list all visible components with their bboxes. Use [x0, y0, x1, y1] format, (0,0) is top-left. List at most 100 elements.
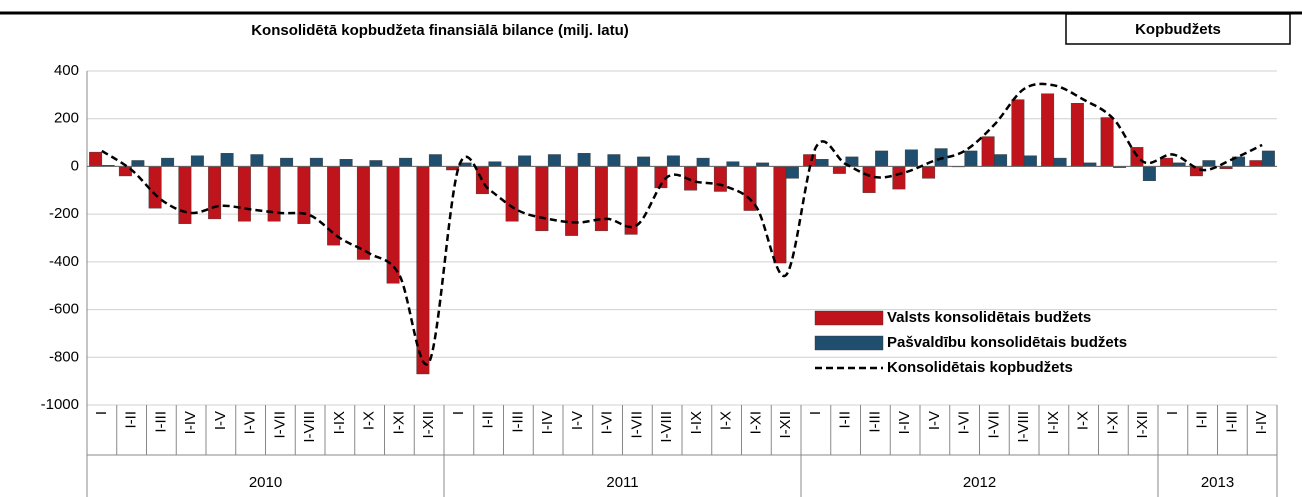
- bar: [1041, 93, 1055, 167]
- y-tick-label: -600: [49, 301, 79, 318]
- bar: [475, 166, 489, 195]
- x-tick-label: I-VIII: [301, 411, 318, 443]
- bar: [773, 166, 787, 264]
- year-label: 2010: [249, 474, 282, 491]
- x-tick-label: I-VII: [271, 411, 288, 439]
- bar: [743, 166, 757, 211]
- bar: [1160, 157, 1174, 167]
- x-tick-label: I-III: [509, 411, 526, 433]
- x-tick-label: I-V: [212, 411, 229, 430]
- bar: [726, 161, 740, 167]
- bar: [220, 153, 234, 167]
- x-tick-label: I-X: [361, 411, 378, 430]
- bar: [756, 162, 770, 167]
- bar: [713, 166, 727, 192]
- bar: [1083, 162, 1097, 167]
- bar: [386, 166, 400, 284]
- x-tick-label: I: [93, 411, 110, 415]
- bar: [875, 150, 889, 167]
- bar: [416, 166, 430, 375]
- bar: [1023, 155, 1037, 167]
- bar: [637, 156, 651, 167]
- x-tick-label: I-XII: [420, 411, 437, 439]
- bar: [369, 160, 383, 167]
- x-tick-label: I-III: [152, 411, 169, 433]
- bar: [892, 166, 906, 190]
- bar: [981, 136, 995, 167]
- x-tick-label: I-IX: [688, 411, 705, 434]
- bar: [535, 166, 549, 232]
- legend-swatch: [814, 335, 884, 351]
- x-tick-label: I-IV: [1253, 411, 1270, 434]
- bar: [1172, 162, 1186, 167]
- y-tick-label: 0: [71, 157, 79, 174]
- bar: [118, 166, 132, 177]
- year-label: 2013: [1201, 474, 1234, 491]
- x-tick-label: I-V: [569, 411, 586, 430]
- bar: [1070, 103, 1084, 167]
- bar: [505, 166, 519, 222]
- tag: Kopbudžets: [1135, 21, 1221, 38]
- x-tick-label: I-IX: [1045, 411, 1062, 434]
- bar: [178, 166, 192, 224]
- year-label: 2011: [606, 474, 638, 491]
- bar: [1100, 117, 1114, 167]
- legend-label: Pašvaldību konsolidētais budžets: [887, 334, 1127, 351]
- x-tick-label: I-VII: [628, 411, 645, 439]
- bar: [565, 166, 579, 236]
- x-tick-label: I-XI: [390, 411, 407, 434]
- bar: [1011, 99, 1025, 167]
- y-tick-label: -400: [49, 253, 79, 270]
- x-tick-label: I-XI: [1104, 411, 1121, 434]
- x-tick-label: I-III: [1223, 411, 1240, 433]
- y-tick-label: -200: [49, 205, 79, 222]
- x-tick-label: I-II: [837, 411, 854, 429]
- bar: [832, 166, 846, 174]
- x-tick-label: I-XI: [747, 411, 764, 434]
- legend-label: Valsts konsolidētais budžets: [887, 309, 1091, 326]
- x-tick-label: I-XII: [777, 411, 794, 439]
- year-label: 2012: [963, 474, 996, 491]
- bar: [280, 157, 294, 167]
- bar: [666, 155, 680, 167]
- x-tick-label: I-VII: [985, 411, 1002, 439]
- bar: [815, 159, 829, 167]
- x-tick-label: I: [807, 411, 824, 415]
- bar: [1202, 160, 1216, 167]
- x-tick-label: I-V: [926, 411, 943, 430]
- bar: [237, 166, 251, 222]
- bar: [190, 155, 204, 167]
- bar: [399, 157, 413, 167]
- line: [101, 82, 1263, 366]
- x-tick-label: I-IV: [539, 411, 556, 434]
- bar: [518, 155, 532, 167]
- x-tick-label: I-VIII: [1015, 411, 1032, 443]
- bar: [1189, 166, 1203, 177]
- legend-label: Konsolidētais kopbudžets: [887, 359, 1073, 376]
- bar: [131, 160, 145, 167]
- x-tick-label: I-IV: [182, 411, 199, 434]
- bar: [547, 154, 561, 167]
- x-tick-label: I-VI: [242, 411, 259, 434]
- legend-swatch: [814, 310, 884, 326]
- x-tick-label: I-II: [123, 411, 140, 429]
- bar: [428, 154, 442, 167]
- bar: [1142, 166, 1156, 181]
- x-tick-label: I-VIII: [658, 411, 675, 443]
- bar: [785, 166, 799, 179]
- bar: [89, 151, 103, 167]
- x-tick-label: I-IX: [331, 411, 348, 434]
- bar: [161, 157, 175, 167]
- bar: [148, 166, 162, 209]
- bar: [577, 153, 591, 167]
- bar: [1261, 150, 1275, 167]
- bar: [208, 166, 222, 220]
- bar: [309, 157, 323, 167]
- x-tick-label: I-X: [1075, 411, 1092, 430]
- bar: [922, 166, 936, 179]
- bar: [594, 166, 608, 232]
- x-tick-label: I: [1164, 411, 1181, 415]
- bar: [356, 166, 370, 260]
- bar: [624, 166, 638, 235]
